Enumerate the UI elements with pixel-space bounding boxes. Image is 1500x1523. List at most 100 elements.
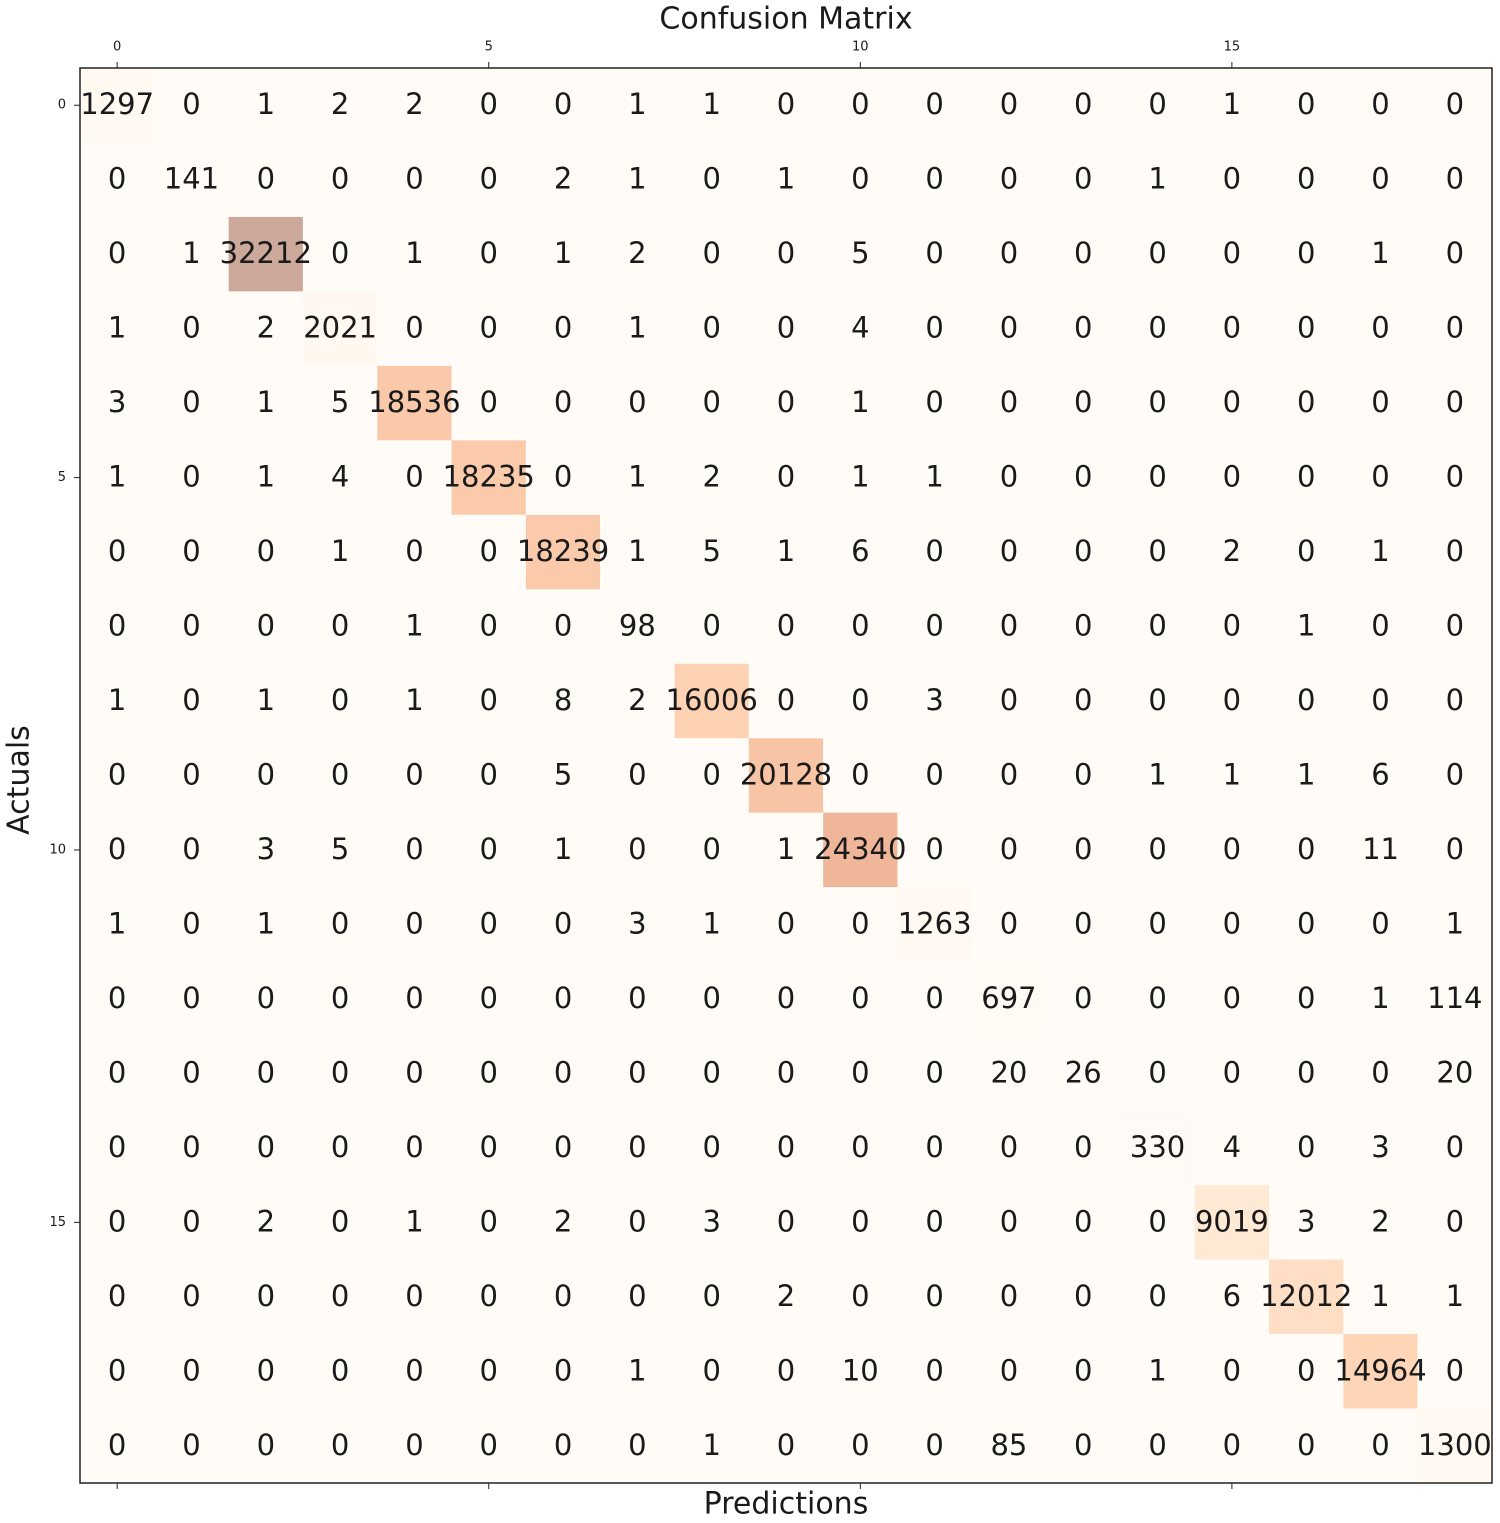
heatmap-cell bbox=[600, 142, 675, 217]
cell-value: 0 bbox=[702, 1055, 720, 1089]
cell-value: 0 bbox=[1297, 906, 1315, 940]
cell-value: 0 bbox=[1148, 87, 1166, 121]
cell-value: 0 bbox=[1074, 683, 1092, 717]
cell-value: 18235 bbox=[443, 460, 535, 494]
cell-value: 0 bbox=[108, 1428, 126, 1462]
heatmap-cell bbox=[1046, 1408, 1121, 1483]
cell-value: 0 bbox=[480, 906, 498, 940]
cell-value: 20 bbox=[990, 1055, 1027, 1089]
cell-value: 0 bbox=[1000, 311, 1018, 345]
heatmap-cell bbox=[1046, 142, 1121, 217]
heatmap-cell bbox=[600, 1334, 675, 1409]
heatmap-cell bbox=[823, 291, 898, 366]
heatmap-cell bbox=[674, 961, 749, 1037]
cell-value: 0 bbox=[554, 1130, 572, 1164]
heatmap-cell bbox=[302, 663, 378, 739]
heatmap-cell bbox=[228, 1185, 303, 1260]
cell-value: 12012 bbox=[1260, 1279, 1352, 1313]
cell-value: 0 bbox=[777, 1130, 795, 1164]
heatmap-cell bbox=[451, 1110, 526, 1186]
cell-value: 26 bbox=[1065, 1055, 1102, 1089]
heatmap-cell bbox=[1343, 142, 1418, 217]
cell-value: 0 bbox=[1148, 1428, 1166, 1462]
heatmap-cell bbox=[1194, 663, 1270, 739]
cell-value: 0 bbox=[182, 1428, 200, 1462]
heatmap-cell bbox=[302, 216, 378, 292]
heatmap-cell bbox=[897, 589, 972, 664]
cell-value: 0 bbox=[1074, 460, 1092, 494]
cell-value: 0 bbox=[1223, 609, 1241, 643]
cell-value: 0 bbox=[777, 1204, 795, 1238]
cell-value: 0 bbox=[777, 311, 795, 345]
heatmap-cell bbox=[748, 1259, 824, 1335]
heatmap-cell bbox=[823, 68, 898, 143]
x-tick-label: 0 bbox=[113, 40, 121, 55]
cell-value: 0 bbox=[1000, 385, 1018, 419]
cell-value: 2 bbox=[1371, 1204, 1389, 1238]
heatmap-cell bbox=[1417, 68, 1492, 143]
heatmap-cell bbox=[1417, 216, 1492, 292]
cell-value: 0 bbox=[257, 609, 275, 643]
cell-value: 0 bbox=[554, 1055, 572, 1089]
heatmap-cell bbox=[1046, 514, 1121, 590]
cell-value: 0 bbox=[108, 1055, 126, 1089]
cell-value: 1 bbox=[554, 236, 572, 270]
cell-value: 1 bbox=[777, 534, 795, 568]
heatmap-cell bbox=[451, 514, 526, 590]
heatmap-cell bbox=[1120, 216, 1195, 292]
heatmap-cell bbox=[80, 961, 155, 1037]
heatmap-cell bbox=[897, 1334, 972, 1409]
cell-value: 0 bbox=[257, 1055, 275, 1089]
heatmap-cell bbox=[1417, 961, 1492, 1037]
heatmap-cell bbox=[823, 142, 898, 217]
heatmap-cell bbox=[1269, 216, 1344, 292]
heatmap-cell bbox=[600, 514, 675, 590]
heatmap-cell bbox=[451, 1408, 526, 1483]
heatmap-cell bbox=[971, 514, 1047, 590]
heatmap-cell bbox=[525, 142, 601, 217]
heatmap-cell bbox=[971, 1036, 1047, 1111]
heatmap-cell bbox=[525, 68, 601, 143]
heatmap-cell bbox=[1417, 1185, 1492, 1260]
cell-value: 0 bbox=[925, 832, 943, 866]
heatmap-cell bbox=[377, 812, 452, 888]
heatmap-cell bbox=[1194, 812, 1270, 888]
heatmap-cell bbox=[1046, 216, 1121, 292]
cell-value: 0 bbox=[405, 311, 423, 345]
cell-value: 8 bbox=[554, 683, 572, 717]
heatmap-cell bbox=[897, 291, 972, 366]
heatmap-cell bbox=[80, 663, 155, 739]
heatmap-cell bbox=[674, 440, 749, 515]
heatmap-cell bbox=[228, 1036, 303, 1111]
heatmap-cell bbox=[1343, 1334, 1418, 1409]
heatmap-cell bbox=[748, 961, 824, 1037]
heatmap-cell bbox=[823, 1408, 898, 1483]
heatmap-cell bbox=[154, 663, 229, 739]
heatmap-cell bbox=[1046, 1110, 1121, 1186]
heatmap-cell bbox=[377, 142, 452, 217]
cell-value: 1 bbox=[405, 609, 423, 643]
heatmap-cell bbox=[600, 291, 675, 366]
cell-value: 0 bbox=[1000, 1204, 1018, 1238]
y-tick-label: 15 bbox=[49, 1215, 66, 1230]
heatmap-cell bbox=[228, 887, 303, 962]
cell-value: 0 bbox=[1074, 609, 1092, 643]
cell-value: 0 bbox=[1223, 236, 1241, 270]
cell-value: 0 bbox=[851, 1204, 869, 1238]
cell-value: 0 bbox=[1446, 162, 1464, 196]
heatmap-cell bbox=[154, 365, 229, 441]
cell-value: 0 bbox=[851, 162, 869, 196]
cell-value: 0 bbox=[182, 87, 200, 121]
cell-value: 0 bbox=[1148, 832, 1166, 866]
heatmap-cell bbox=[823, 440, 898, 515]
heatmap-cell bbox=[451, 68, 526, 143]
heatmap-cell bbox=[971, 142, 1047, 217]
cell-value: 0 bbox=[1446, 1130, 1464, 1164]
heatmap-cell bbox=[1343, 812, 1418, 888]
cell-value: 0 bbox=[777, 981, 795, 1015]
cell-value: 0 bbox=[331, 1130, 349, 1164]
heatmap-cell bbox=[823, 887, 898, 962]
heatmap-cell bbox=[1343, 738, 1418, 813]
heatmap-cell bbox=[971, 589, 1047, 664]
cell-value: 0 bbox=[1074, 758, 1092, 792]
